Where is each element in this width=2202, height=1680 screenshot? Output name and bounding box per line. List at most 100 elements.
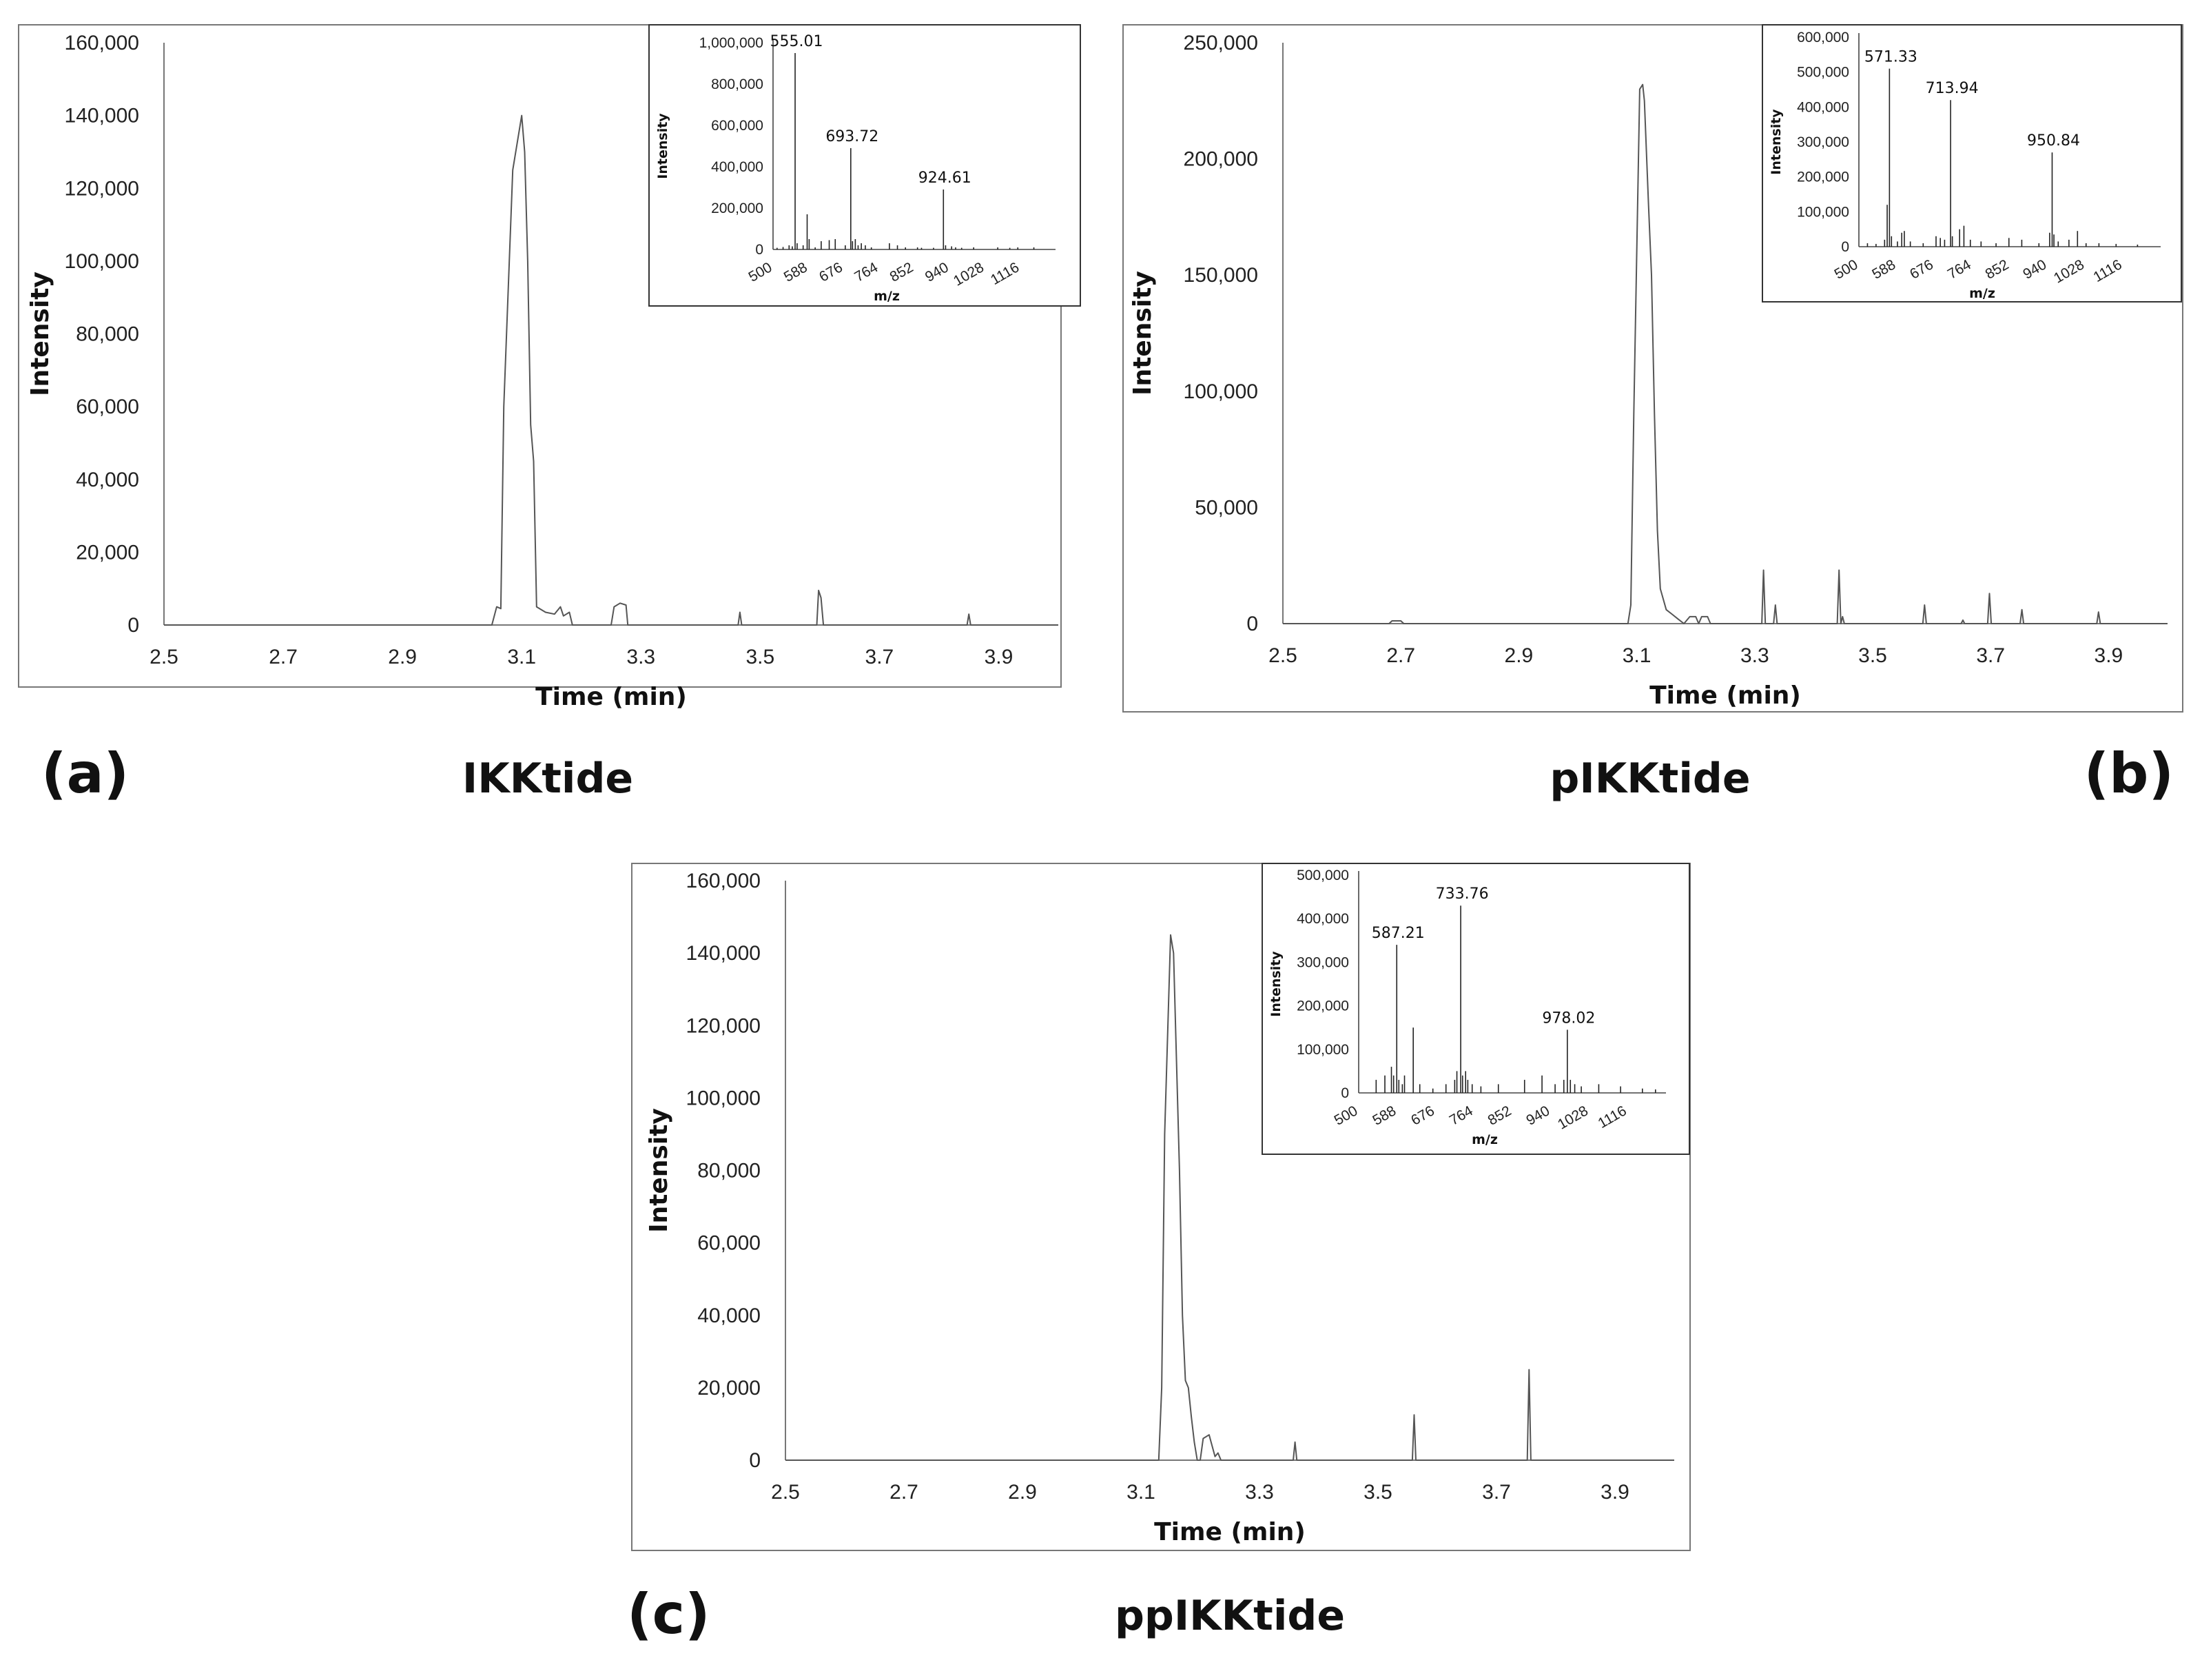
ms-peak-label: 571.33 <box>1864 49 1917 66</box>
inset-frame <box>1262 863 1690 1155</box>
inset-mass-spectrum: 0200,000400,000600,000800,0001,000,00050… <box>648 24 1081 307</box>
chart-frame <box>1122 24 2183 713</box>
y-axis-title: Intensity <box>1129 271 1157 396</box>
y-tick-label: 80,000 <box>76 323 139 346</box>
ms-peak-label: 924.61 <box>918 170 971 187</box>
inset-y-tick-label: 400,000 <box>1797 99 1849 115</box>
inset-y-axis-title: Intensity <box>1769 109 1784 175</box>
y-tick-label: 160,000 <box>65 32 139 54</box>
y-tick-label: 60,000 <box>76 396 139 418</box>
y-tick-label: 60,000 <box>697 1232 761 1255</box>
x-tick-label: 2.9 <box>388 646 417 668</box>
y-tick-label: 200,000 <box>1184 148 1258 171</box>
y-tick-label: 80,000 <box>697 1160 761 1182</box>
inset-y-tick-label: 500,000 <box>1797 65 1849 81</box>
chart-caption: ppIKKtide <box>1115 1592 1345 1640</box>
inset-y-tick-label: 0 <box>1341 1085 1349 1101</box>
inset-x-axis-title: m/z <box>1472 1132 1498 1147</box>
x-tick-label: 3.3 <box>1740 644 1769 667</box>
x-tick-label: 3.9 <box>985 646 1013 668</box>
y-tick-label: 0 <box>1246 613 1258 635</box>
x-tick-label: 2.7 <box>1386 644 1415 667</box>
inset-y-tick-label: 1,000,000 <box>699 35 763 51</box>
x-tick-label: 3.5 <box>745 646 774 668</box>
inset-y-tick-label: 600,000 <box>1797 30 1849 45</box>
inset-y-tick-label: 200,000 <box>711 201 763 216</box>
panel-label: (c) <box>627 1582 710 1646</box>
inset-y-tick-label: 800,000 <box>711 76 763 92</box>
y-tick-label: 100,000 <box>686 1087 761 1109</box>
ms-peak-label: 733.76 <box>1436 885 1489 903</box>
y-axis-title: Intensity <box>26 272 54 396</box>
y-tick-label: 250,000 <box>1184 32 1258 54</box>
chart-caption: pIKKtide <box>1550 755 1750 803</box>
y-axis-title: Intensity <box>645 1108 673 1233</box>
inset-y-tick-label: 0 <box>755 242 763 258</box>
inset-mass-spectrum: 0 100,000 200,000 300,000 400,000 500,000 600,… <box>1762 24 2182 303</box>
y-tick-label: 140,000 <box>65 105 139 127</box>
inset-y-tick-label: 0 <box>1841 239 1849 255</box>
inset-y-tick-label: 100,000 <box>1797 204 1849 220</box>
inset-y-tick-label: 300,000 <box>1797 134 1849 150</box>
panel-label: (b) <box>2084 741 2174 806</box>
chart-panel-c: 0 20,000 40,000 60,000 80,000 100,000 120,000 1… <box>627 863 1691 1646</box>
y-tick-label: 50,000 <box>1195 496 1258 519</box>
x-tick-label: 3.9 <box>1601 1481 1629 1504</box>
chart-frame <box>631 863 1691 1551</box>
x-axis-title: Time (min) <box>535 683 687 711</box>
x-tick-label: 3.5 <box>1364 1481 1392 1504</box>
y-tick-label: 150,000 <box>1184 264 1258 287</box>
y-tick-label: 0 <box>749 1449 761 1472</box>
inset-y-tick-label: 200,000 <box>1297 998 1349 1014</box>
x-tick-label: 2.9 <box>1008 1481 1037 1504</box>
y-tick-label: 40,000 <box>697 1304 761 1327</box>
inset-y-tick-label: 600,000 <box>711 118 763 134</box>
y-tick-label: 160,000 <box>686 870 761 892</box>
inset-y-tick-label: 400,000 <box>711 159 763 175</box>
x-tick-label: 2.5 <box>1268 644 1297 667</box>
inset-y-axis-title: Intensity <box>1268 951 1284 1017</box>
inset-y-tick-label: 100,000 <box>1297 1042 1349 1058</box>
ms-peak-label: 713.94 <box>1926 80 1979 97</box>
inset-y-axis-title: Intensity <box>655 113 670 179</box>
y-tick-label: 20,000 <box>76 541 139 564</box>
x-tick-label: 2.9 <box>1505 644 1534 667</box>
y-tick-label: 100,000 <box>1184 380 1258 403</box>
ms-peak-label: 587.21 <box>1372 925 1425 942</box>
x-tick-label: 3.7 <box>1976 644 2005 667</box>
x-tick-label: 3.7 <box>1482 1481 1511 1504</box>
chart-caption: IKKtide <box>462 755 633 803</box>
y-tick-label: 140,000 <box>686 942 761 965</box>
panel-label: (a) <box>41 741 129 806</box>
ms-peak-label: 693.72 <box>825 128 878 145</box>
x-tick-label: 2.7 <box>889 1481 918 1504</box>
x-tick-label: 3.1 <box>1623 644 1652 667</box>
x-tick-label: 3.3 <box>1245 1481 1274 1504</box>
chart-panel-b: 0 50,000 100,000 150,000 200,000 250,000 2.5 2.… <box>1122 24 2183 806</box>
x-tick-label: 3.1 <box>507 646 536 668</box>
y-tick-label: 40,000 <box>76 469 139 491</box>
x-tick-label: 3.7 <box>865 646 894 668</box>
inset-y-tick-label: 200,000 <box>1797 170 1849 185</box>
ms-peak-label: 950.84 <box>2027 132 2080 150</box>
x-tick-label: 3.5 <box>1858 644 1887 667</box>
inset-y-tick-label: 300,000 <box>1297 954 1349 970</box>
x-tick-label: 3.9 <box>2095 644 2123 667</box>
chart-panel-a: 0 20,000 40,000 60,000 80,000 100,000 120,000 1… <box>18 24 1081 806</box>
inset-y-tick-label: 400,000 <box>1297 911 1349 927</box>
x-axis-title: Time (min) <box>1649 682 1801 710</box>
y-tick-label: 20,000 <box>697 1377 761 1400</box>
inset-frame <box>648 24 1081 307</box>
y-tick-label: 0 <box>127 614 139 637</box>
ms-peak-label: 555.01 <box>770 33 823 50</box>
inset-x-axis-title: m/z <box>1969 286 1995 301</box>
x-tick-label: 2.7 <box>269 646 298 668</box>
chromatogram-trace <box>785 934 1674 1461</box>
inset-frame <box>1762 24 2182 303</box>
ms-peak-label: 978.02 <box>1542 1010 1595 1027</box>
x-tick-label: 2.5 <box>150 646 178 668</box>
y-tick-label: 100,000 <box>65 250 139 273</box>
chromatogram-trace <box>164 114 1058 626</box>
x-tick-label: 3.3 <box>626 646 655 668</box>
